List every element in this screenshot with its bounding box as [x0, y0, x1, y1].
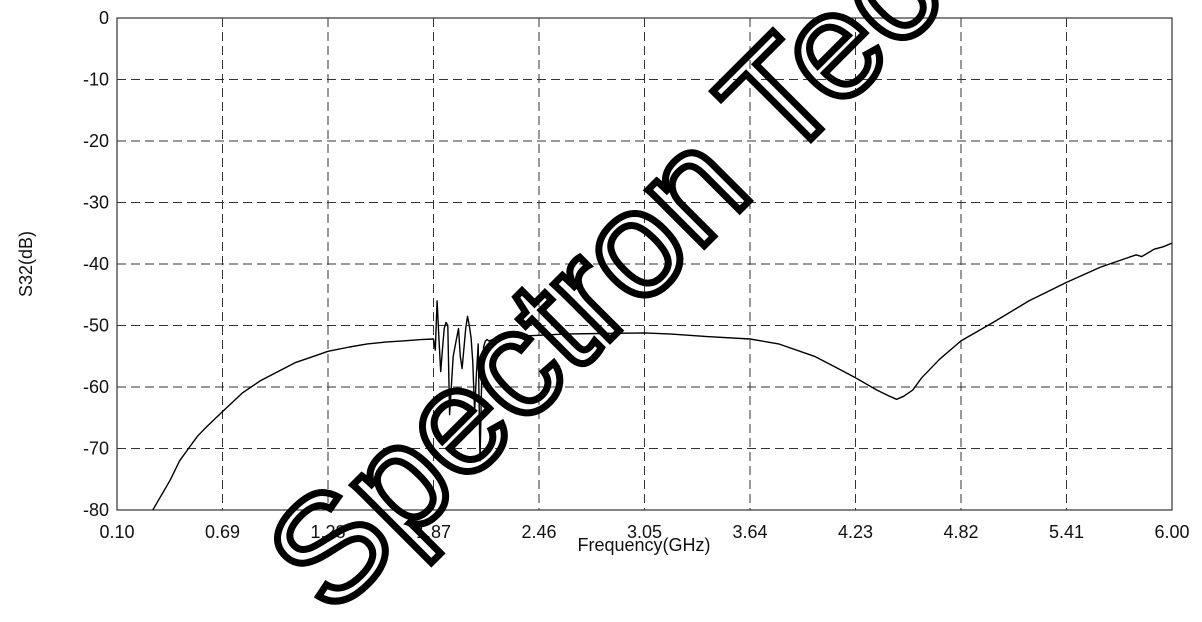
- x-tick-label: 0.10: [99, 522, 134, 542]
- x-tick-label: 4.23: [838, 522, 873, 542]
- x-tick-label: 1.87: [416, 522, 451, 542]
- y-axis-label: S32(dB): [16, 231, 36, 297]
- plot-frame: [116, 17, 1173, 511]
- x-axis-label: Frequency(GHz): [577, 535, 710, 555]
- y-tick-label: -40: [83, 254, 109, 274]
- x-tick-label: 6.00: [1154, 522, 1189, 542]
- y-tick-label: -70: [83, 439, 109, 459]
- y-tick-label: -20: [83, 131, 109, 151]
- y-tick-label: -50: [83, 316, 109, 336]
- y-tick-label: -10: [83, 70, 109, 90]
- x-tick-label: 4.82: [943, 522, 978, 542]
- y-tick-label: -80: [83, 500, 109, 520]
- y-tick-label: -30: [83, 193, 109, 213]
- y-tick-label: -60: [83, 377, 109, 397]
- x-tick-label: 0.69: [205, 522, 240, 542]
- x-tick-labels: 0.10 0.69 1.28 1.87 2.46 3.05 3.64 4.23 4.82 5.41…: [99, 522, 1189, 542]
- grid-lines: [117, 18, 1172, 510]
- y-tick-label: 0: [99, 8, 109, 28]
- x-tick-label: 3.64: [732, 522, 767, 542]
- x-tick-label: 2.46: [521, 522, 556, 542]
- s32-series-line: [152, 242, 1173, 511]
- x-tick-label: 5.41: [1049, 522, 1084, 542]
- x-tick-label: 3.05: [627, 522, 662, 542]
- y-tick-labels: 0 -10 -20 -30 -40 -50 -60 -70 -80: [83, 8, 109, 520]
- x-tick-label: 1.28: [310, 522, 345, 542]
